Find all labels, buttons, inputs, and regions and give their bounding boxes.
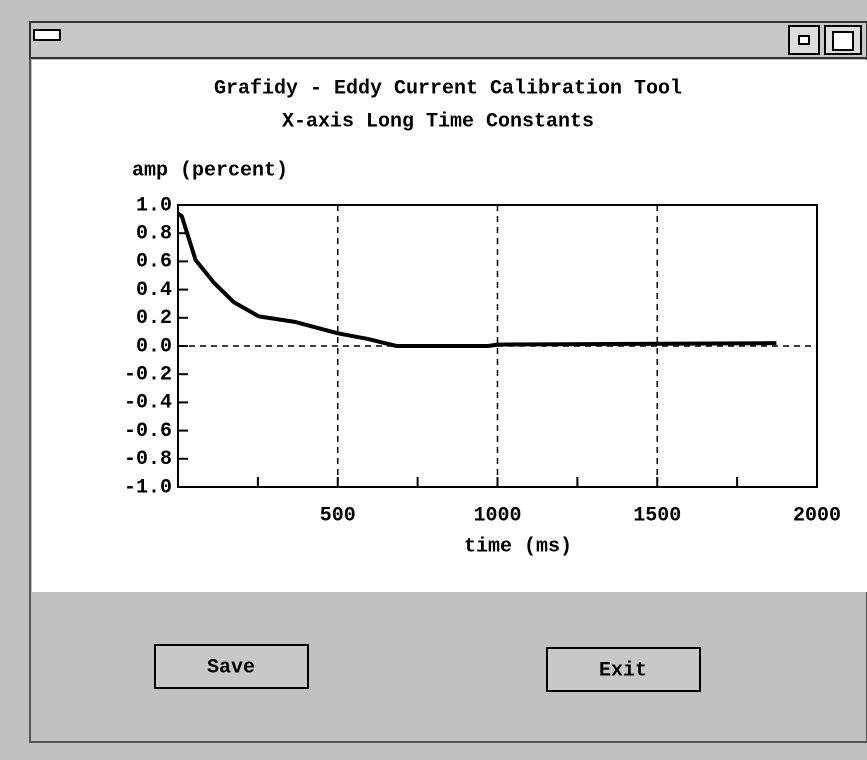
x-tick-label: 2000 [793,504,841,527]
x-axis-label: time (ms) [464,535,572,558]
y-tick-label: 0.2 [136,307,172,330]
data-line [176,211,777,348]
y-tick-label: -0.4 [124,392,172,415]
y-tick-label: -0.2 [124,363,172,386]
exit-button-label[interactable]: Exit [599,659,647,682]
y-tick-label: 0.6 [136,251,172,274]
save-button[interactable] [154,644,309,689]
maximize-icon [832,31,854,51]
y-tick-label: -0.6 [124,420,172,443]
minimize-icon [798,35,810,45]
chart-subtitle: X-axis Long Time Constants [282,110,594,133]
x-tick-label: 500 [320,504,356,527]
window-menu-icon[interactable] [33,29,61,41]
title-bar [29,21,867,59]
plot-area: 1.0 0.8 0.6 0.4 0.2 0.0 -0.2 -0.4 -0.6 -0.8 -1.0 50… [124,194,841,527]
y-tick-label: 0.0 [136,335,172,358]
y-tick-label: 0.8 [136,222,172,245]
plot-panel [32,60,867,592]
exit-button[interactable] [546,647,701,692]
y-tick-label: 0.4 [136,279,172,302]
y-tick-label: -0.8 [124,448,172,471]
x-tick-label: 1500 [633,504,681,527]
chart-title: Grafidy - Eddy Current Calibration Tool [214,77,682,100]
save-button-label[interactable]: Save [207,656,255,679]
x-tick-label: 1000 [473,504,521,527]
y-axis-label: amp (percent) [132,159,288,182]
y-tick-label: 1.0 [136,194,172,217]
y-tick-label: -1.0 [124,476,172,499]
